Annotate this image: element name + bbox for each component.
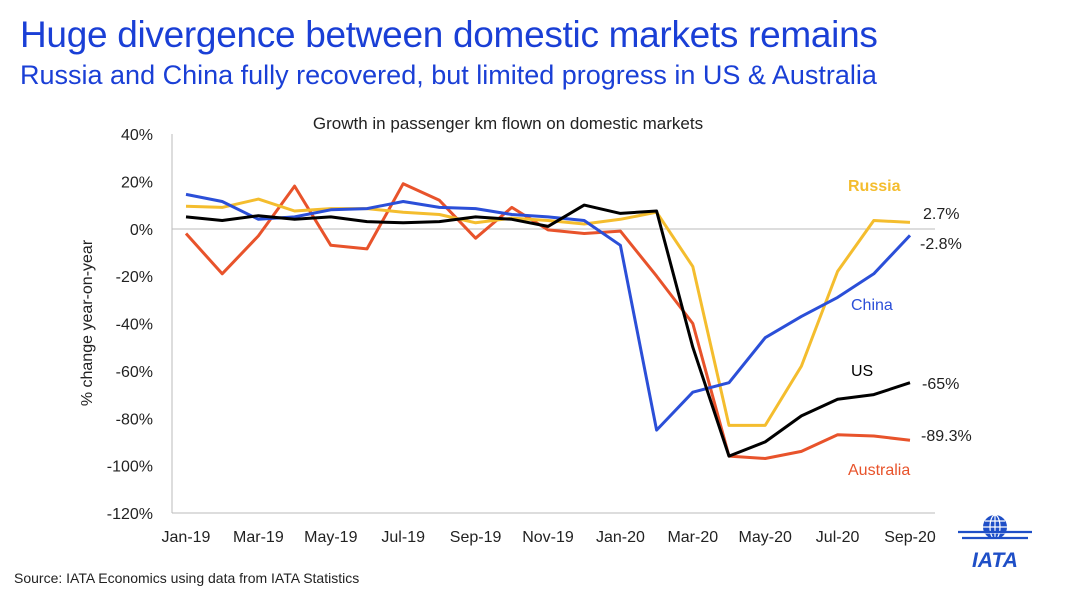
x-tick-label: Sep-20 [884,529,936,546]
y-axis-label: % change year-on-year [79,239,96,406]
series-end-value-china: -2.8% [920,236,962,253]
y-tick-label: -100% [107,459,153,476]
x-tick-label: Jan-19 [162,529,211,546]
series-line-russia [185,197,911,427]
source-note: Source: IATA Economics using data from I… [14,570,360,586]
series-line-us [185,203,911,458]
chart: Growth in passenger km flown on domestic… [79,114,972,546]
series-line-china [185,192,912,432]
x-tick-label: Nov-19 [522,529,574,546]
x-tick-label: Mar-20 [667,529,718,546]
series-name-label-china: China [851,297,893,314]
series-end-value-russia: 2.7% [923,206,959,223]
y-tick-label: 20% [121,174,153,191]
globe-icon [958,514,1032,540]
series-end-value-us: -65% [922,376,959,393]
y-tick-label: -80% [116,411,153,428]
series-line-australia [184,182,911,460]
y-tick-label: -40% [116,317,153,334]
x-tick-label: May-20 [739,529,792,546]
page-subtitle: Russia and China fully recovered, but li… [20,60,877,90]
y-tick-label: 40% [121,127,153,144]
y-tick-label: -60% [116,364,153,381]
page-title: Huge divergence between domestic markets… [20,14,878,55]
y-tick-label: 0% [130,222,153,239]
x-tick-label: Jul-20 [816,529,860,546]
x-tick-label: Jan-20 [596,529,645,546]
series-end-value-australia: -89.3% [921,428,972,445]
x-tick-label: Mar-19 [233,529,284,546]
x-tick-label: Sep-19 [450,529,502,546]
y-tick-label: -20% [116,269,153,286]
iata-logo: IATA [958,514,1032,572]
series-name-label-us: US [851,363,873,380]
y-tick-label: -120% [107,506,153,523]
chart-title: Growth in passenger km flown on domestic… [313,114,703,133]
series-name-label-australia: Australia [848,462,910,479]
x-tick-label: Jul-19 [381,529,425,546]
x-tick-label: May-19 [304,529,357,546]
logo-text: IATA [972,549,1018,572]
series-name-label-russia: Russia [848,178,901,195]
